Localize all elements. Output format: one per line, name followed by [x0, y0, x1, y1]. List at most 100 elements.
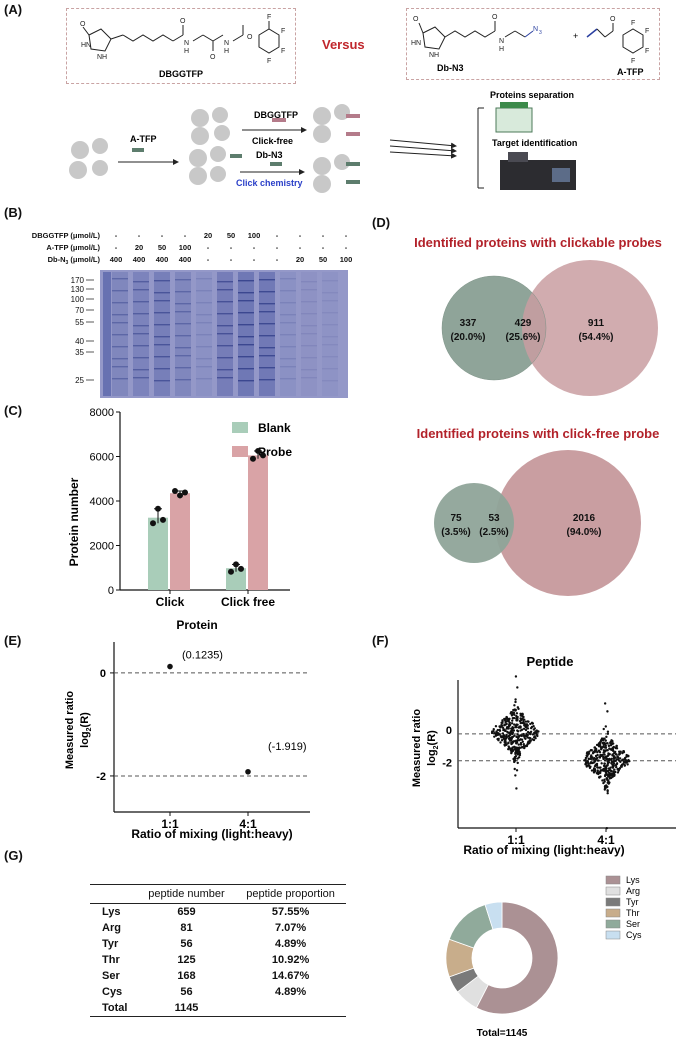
dbn3-atfp-structure: HN NH O O N H N 3 O F F F F Db-N3 + A-TF… [411, 14, 649, 77]
gel-row-label-2: Db-N3 (μmol/L) [48, 255, 101, 266]
gel-value-1-7: - [276, 243, 279, 252]
f-point [623, 764, 626, 767]
gel-value-2-1: 400 [133, 255, 146, 264]
f-point [521, 745, 524, 749]
gel-row-label-1: A-TFP (μmol/L) [46, 243, 100, 252]
c-point [182, 489, 188, 496]
f-point [593, 759, 596, 763]
gel-marker-5: 40 [75, 337, 84, 346]
gel-band [133, 281, 149, 283]
gel-band [217, 281, 233, 283]
f-point [621, 758, 625, 761]
f-point [604, 755, 608, 758]
table-cell-p: 10.92% [271, 954, 310, 966]
f-point [511, 731, 515, 734]
venn2-left-pct: (3.5%) [441, 527, 470, 538]
f-point [606, 730, 610, 733]
gel-band [112, 278, 128, 280]
f-point [512, 708, 515, 712]
f-point [507, 735, 510, 738]
gel-band [133, 357, 149, 359]
f-point [596, 766, 600, 769]
f-point [605, 742, 609, 745]
f-point [496, 728, 500, 732]
f-point [604, 725, 607, 728]
chart-f: Peptide 0 -2 1:1 4:1 Measured ratio log2(R)… [411, 654, 676, 857]
probe-dbggtfp-box: HN NH O O N H N H O O F F F F DBGGTFP [66, 8, 296, 84]
gel-band [280, 358, 296, 360]
gel-lane-10 [322, 272, 338, 396]
atom2-f-1: F [631, 20, 635, 27]
f-point [613, 768, 616, 771]
gel-value-2-2: 400 [156, 255, 169, 264]
click-tag-1 [346, 162, 360, 166]
f-point [516, 757, 519, 760]
atom-o-2: O [180, 18, 186, 25]
f-point [597, 759, 600, 762]
f-point [603, 759, 607, 762]
gel-band [301, 345, 317, 347]
e-ytick-label-1: -2 [96, 771, 106, 783]
gel-band [217, 377, 233, 379]
atom-o-4: O [247, 34, 253, 41]
gel-band [217, 289, 233, 291]
f-point [514, 774, 517, 777]
gel-band [196, 278, 212, 280]
f-point [612, 745, 615, 749]
probe-tag-1 [272, 118, 286, 122]
gel-band [280, 322, 296, 324]
gel-value-0-9: - [322, 231, 325, 240]
donut-legend-swatch-4 [605, 919, 621, 929]
gel-value-0-5: 50 [227, 231, 235, 240]
atom-o-3: O [210, 54, 216, 61]
gel-lane-8 [280, 272, 296, 396]
f-point [613, 773, 616, 777]
f-point [508, 725, 511, 728]
gel-band [175, 303, 191, 305]
f-point [604, 739, 607, 742]
gel-band [133, 325, 149, 327]
gel-band [175, 379, 191, 381]
f-point [626, 763, 629, 766]
f-point [609, 766, 612, 769]
f-xtick-label-0: 1:1 [507, 833, 525, 847]
f-point [533, 732, 536, 735]
f-point [612, 762, 616, 765]
gel-band [322, 300, 338, 302]
f-point [492, 728, 495, 731]
f-point [511, 741, 515, 744]
f-point [513, 704, 516, 707]
f-point [611, 775, 614, 778]
f-point [600, 762, 603, 765]
f-point [499, 741, 502, 744]
gel-band [238, 280, 254, 282]
f-point [600, 746, 604, 749]
dbggtfp-structure: HN NH O O N H N H O O F F F F DBGGTFP [80, 14, 285, 79]
chart-f-title: Peptide [527, 654, 574, 669]
f-point [600, 738, 604, 741]
venn2-right-circle [495, 450, 641, 596]
gel-value-2-7: - [276, 255, 279, 264]
f-point [592, 769, 595, 772]
table-cell-p: 7.07% [274, 922, 307, 934]
c-ytick-label-0: 0 [108, 585, 114, 597]
c-point [177, 492, 183, 499]
gel-band [133, 345, 149, 347]
f-point [627, 755, 630, 758]
gel-value-2-4: - [207, 255, 210, 264]
f-point [622, 749, 625, 753]
f-point [599, 740, 602, 743]
gel-value-1-6: - [253, 243, 256, 252]
peptide-table: peptide number peptide proportion Lys 659… [90, 884, 346, 1017]
f-point [616, 771, 620, 774]
f-point [612, 770, 615, 773]
venn2-mid-count: 53 [488, 513, 500, 524]
f-point [616, 758, 620, 761]
f-point [505, 733, 508, 737]
f-point [594, 763, 597, 767]
f-point [615, 753, 618, 756]
f-point [603, 778, 606, 781]
gel-band [217, 345, 233, 347]
gel-band [259, 367, 275, 369]
